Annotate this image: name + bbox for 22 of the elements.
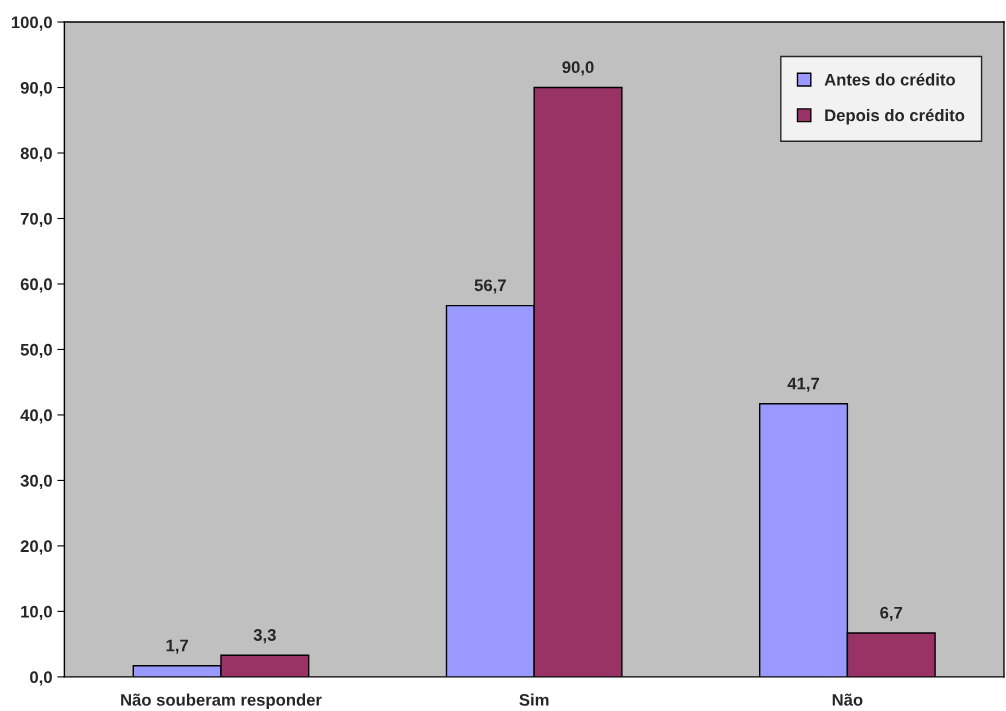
x-tick-label: Não souberam responder bbox=[121, 693, 322, 710]
x-tick-label: Sim bbox=[519, 693, 549, 706]
y-tick-label: 100,0 bbox=[11, 16, 52, 31]
y-tick-label: 90,0 bbox=[20, 81, 52, 97]
data-label: 56,7 bbox=[474, 279, 506, 294]
data-label: 6,7 bbox=[880, 606, 903, 622]
legend-label: Depois do crédito bbox=[825, 108, 965, 125]
y-tick-label: 50,0 bbox=[20, 343, 52, 359]
data-label: 41,7 bbox=[787, 377, 820, 392]
y-tick-label: 70,0 bbox=[20, 212, 52, 228]
y-tick-label: 60,0 bbox=[20, 278, 52, 293]
y-tick-label: 80,0 bbox=[20, 147, 52, 162]
y-tick-label: 20,0 bbox=[20, 540, 52, 555]
y-tick-label: 10,0 bbox=[21, 605, 52, 621]
y-tick-label: 40,0 bbox=[20, 409, 52, 424]
data-label: 1,7 bbox=[166, 639, 188, 654]
y-tick-label: 30,0 bbox=[20, 474, 52, 490]
x-tick-label: Não bbox=[832, 693, 863, 706]
legend-label: Antes do crédito bbox=[824, 73, 955, 86]
data-label: 3,3 bbox=[253, 629, 276, 644]
data-label: 90,0 bbox=[562, 61, 594, 76]
y-tick-label: 0,0 bbox=[30, 671, 52, 686]
